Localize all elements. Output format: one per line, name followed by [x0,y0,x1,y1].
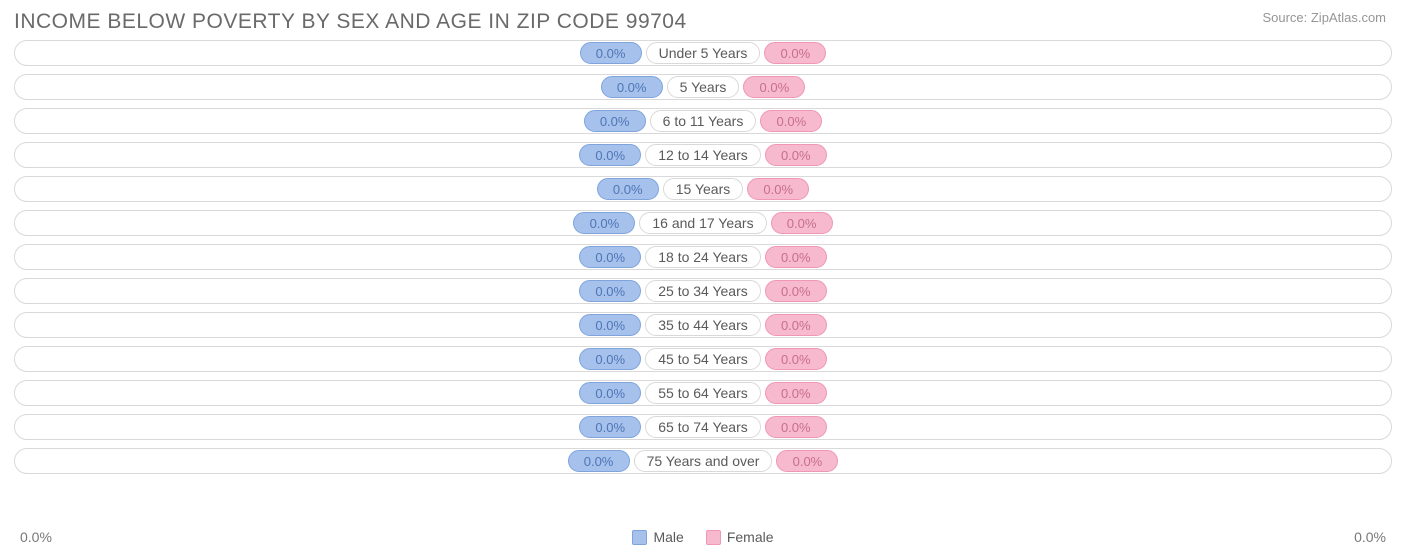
female-value: 0.0% [750,80,800,95]
male-bar: 0.0% [579,144,641,166]
male-bar: 0.0% [573,212,635,234]
female-bar: 0.0% [743,76,805,98]
chart-footer: 0.0% Male Female 0.0% [14,523,1392,551]
male-value: 0.0% [586,46,636,61]
female-value: 0.0% [777,216,827,231]
legend-swatch-male [632,530,647,545]
male-bar: 0.0% [579,382,641,404]
female-bar: 0.0% [765,348,827,370]
row-label: 18 to 24 Years [645,246,761,268]
male-bar: 0.0% [579,314,641,336]
female-value: 0.0% [771,318,821,333]
row-label: 6 to 11 Years [650,110,757,132]
legend: Male Female [632,529,773,545]
row-label: 5 Years [667,76,740,98]
female-value: 0.0% [783,454,833,469]
chart-row: 0.0% 5 Years 0.0% [14,74,1392,100]
legend-label-male: Male [653,529,683,545]
row-label: 15 Years [663,178,744,200]
axis-label-right: 0.0% [1354,529,1386,545]
male-bar: 0.0% [584,110,646,132]
male-bar: 0.0% [597,178,659,200]
row-label: 75 Years and over [634,450,773,472]
row-label: 55 to 64 Years [645,382,761,404]
row-label: 45 to 54 Years [645,348,761,370]
chart-header: INCOME BELOW POVERTY BY SEX AND AGE IN Z… [0,0,1406,40]
female-bar: 0.0% [776,450,838,472]
chart-area: 0.0%Under 5 Years0.0%0.0%5 Years0.0%0.0%… [0,40,1406,474]
chart-row: 0.0% 35 to 44 Years 0.0% [14,312,1392,338]
male-value: 0.0% [574,454,624,469]
male-bar: 0.0% [579,246,641,268]
row-label: 35 to 44 Years [645,314,761,336]
chart-title: INCOME BELOW POVERTY BY SEX AND AGE IN Z… [14,10,687,34]
female-value: 0.0% [767,114,817,129]
female-value: 0.0% [771,148,821,163]
row-label: 16 and 17 Years [639,212,766,234]
chart-row: 0.0% 75 Years and over 0.0% [14,448,1392,474]
legend-label-female: Female [727,529,774,545]
female-value: 0.0% [771,46,821,61]
chart-row: 0.0% 15 Years 0.0% [14,176,1392,202]
female-bar: 0.0% [765,246,827,268]
male-value: 0.0% [603,182,653,197]
chart-row: 0.0% 55 to 64 Years 0.0% [14,380,1392,406]
male-value: 0.0% [585,352,635,367]
male-value: 0.0% [607,80,657,95]
male-value: 0.0% [585,386,635,401]
female-bar: 0.0% [765,314,827,336]
legend-item-male: Male [632,529,683,545]
legend-swatch-female [706,530,721,545]
male-value: 0.0% [585,420,635,435]
female-bar: 0.0% [765,416,827,438]
row-label: 12 to 14 Years [645,144,761,166]
female-bar: 0.0% [771,212,833,234]
male-bar: 0.0% [579,280,641,302]
male-value: 0.0% [585,284,635,299]
male-value: 0.0% [580,216,630,231]
female-bar: 0.0% [764,42,826,64]
female-value: 0.0% [771,284,821,299]
male-bar: 0.0% [601,76,663,98]
chart-row: 0.0% 6 to 11 Years 0.0% [14,108,1392,134]
row-label: Under 5 Years [646,42,761,64]
female-bar: 0.0% [765,280,827,302]
chart-row: 0.0% 65 to 74 Years 0.0% [14,414,1392,440]
chart-row: 0.0% 16 and 17 Years 0.0% [14,210,1392,236]
male-bar: 0.0% [580,42,642,64]
legend-item-female: Female [706,529,774,545]
female-bar: 0.0% [765,144,827,166]
female-value: 0.0% [753,182,803,197]
male-value: 0.0% [585,148,635,163]
row-label: 65 to 74 Years [645,416,761,438]
row-label: 25 to 34 Years [645,280,761,302]
female-value: 0.0% [771,250,821,265]
chart-source: Source: ZipAtlas.com [1262,10,1386,25]
chart-row: 0.0% 18 to 24 Years 0.0% [14,244,1392,270]
male-value: 0.0% [585,250,635,265]
chart-row: 0.0% Under 5 Years 0.0% [14,40,1392,66]
female-value: 0.0% [771,352,821,367]
male-value: 0.0% [590,114,640,129]
chart-row: 0.0% 45 to 54 Years 0.0% [14,346,1392,372]
axis-label-left: 0.0% [20,529,52,545]
female-value: 0.0% [771,420,821,435]
male-bar: 0.0% [579,416,641,438]
female-bar: 0.0% [747,178,809,200]
male-bar: 0.0% [568,450,630,472]
male-bar: 0.0% [579,348,641,370]
female-bar: 0.0% [765,382,827,404]
chart-row: 0.0% 12 to 14 Years 0.0% [14,142,1392,168]
female-value: 0.0% [771,386,821,401]
male-value: 0.0% [585,318,635,333]
female-bar: 0.0% [760,110,822,132]
chart-row: 0.0% 25 to 34 Years 0.0% [14,278,1392,304]
